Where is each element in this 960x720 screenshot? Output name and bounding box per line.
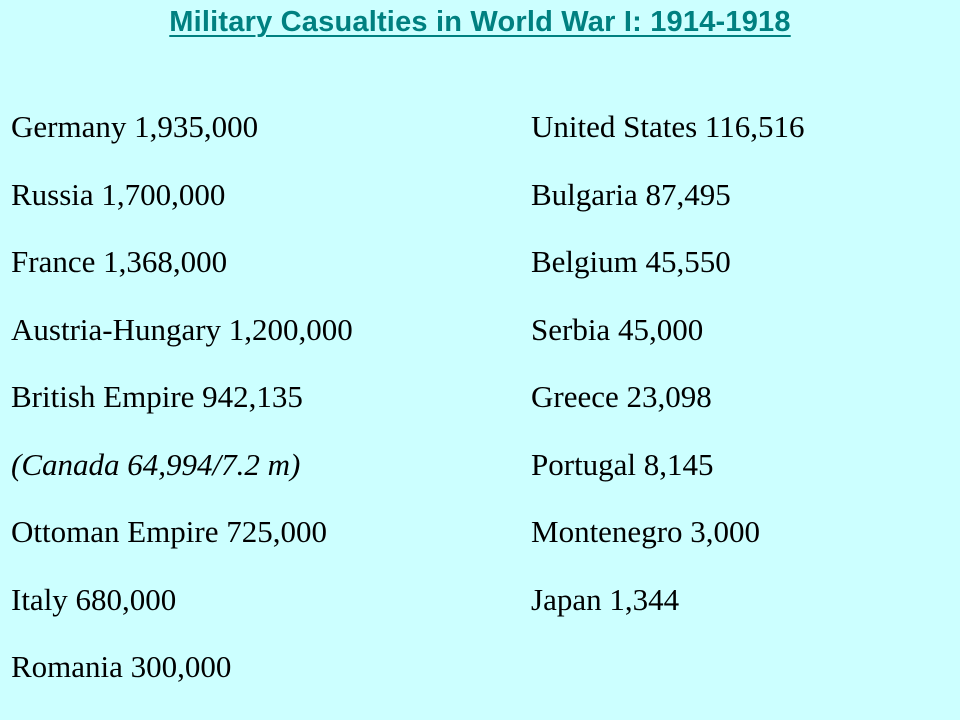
casualty-entry-serbia: Serbia 45,000 bbox=[531, 311, 704, 347]
casualty-entry-france: France 1,368,000 bbox=[11, 244, 228, 279]
slide-title: Military Casualties in World War I: 1914… bbox=[169, 6, 791, 38]
casualty-entry-romania: Romania 300,000 bbox=[11, 649, 232, 684]
casualty-entry-japan: Japan 1,344 bbox=[531, 581, 680, 617]
casualty-entry-russia: Russia 1,700,000 bbox=[11, 176, 226, 212]
casualty-list-right: United States 116,516 Bulgaria 87,495 Be… bbox=[531, 104, 805, 644]
casualty-entry-austria-hungary: Austria-Hungary 1,200,000 bbox=[11, 311, 353, 347]
casualty-entry-germany: Germany 1,935,000 bbox=[11, 109, 259, 144]
casualty-list-left: Germany 1,935,000 Russia 1,700,000 Franc… bbox=[11, 104, 353, 712]
casualty-entry-italy: Italy 680,000 bbox=[11, 581, 177, 617]
casualty-entry-ottoman-empire: Ottoman Empire 725,000 bbox=[11, 514, 327, 549]
casualty-note-canada: (Canada 64,994/7.2 m) bbox=[11, 446, 301, 482]
casualty-entry-greece: Greece 23,098 bbox=[531, 379, 712, 414]
casualty-entry-united-states: United States 116,516 bbox=[531, 109, 805, 144]
casualty-entry-portugal: Portugal 8,145 bbox=[531, 446, 714, 482]
casualty-entry-british-empire: British Empire 942,135 bbox=[11, 379, 303, 414]
casualty-entry-montenegro: Montenegro 3,000 bbox=[531, 514, 761, 549]
casualty-entry-belgium: Belgium 45,550 bbox=[531, 244, 731, 279]
casualty-entry-bulgaria: Bulgaria 87,495 bbox=[531, 176, 731, 212]
